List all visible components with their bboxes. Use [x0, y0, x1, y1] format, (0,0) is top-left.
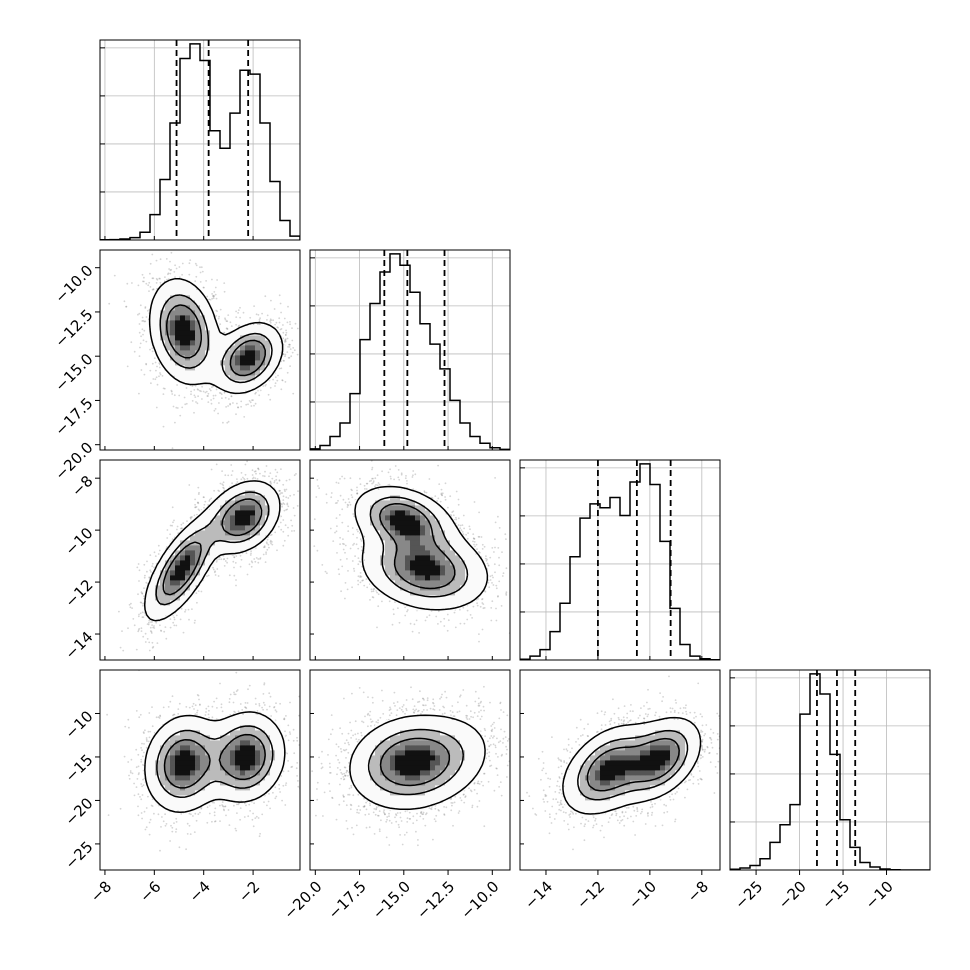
x-tick-label-1-2: −15.0: [369, 878, 414, 923]
panel-frame: [729, 669, 931, 871]
panel-frame: [99, 249, 301, 451]
joint-panel-0-1: [99, 249, 301, 451]
contour-level-2: [586, 737, 680, 792]
contour-level-1: [367, 728, 465, 796]
contour-level-2: [163, 733, 266, 789]
x-tick-label-3-0: −25: [731, 878, 766, 913]
panel-frame: [99, 459, 301, 661]
contour-level-0: [144, 711, 286, 814]
y-tick-label-1-3: −12.5: [51, 306, 96, 351]
contour-level-1: [155, 491, 270, 606]
x-tick-label-0-3: −2: [235, 878, 263, 906]
histogram-3: [730, 673, 930, 870]
density-cells: [145, 480, 281, 621]
y-tick-label-2-2: −10: [61, 524, 96, 559]
x-tick-label-3-2: −15: [818, 878, 853, 913]
contour-level-1: [156, 725, 274, 799]
x-tick-label-3-1: −20: [775, 878, 810, 913]
contour-level-2: [379, 737, 451, 787]
x-tick-label-0-1: −6: [136, 878, 164, 906]
joint-panel-1-3: [309, 669, 511, 871]
contour-level-1: [577, 729, 689, 801]
y-tick-label-2-1: −12: [61, 576, 96, 611]
contour-level-2: [162, 498, 263, 596]
contour-level-2: [378, 503, 456, 590]
y-tick-label-3-3: −10: [61, 707, 96, 742]
panel-frame: [519, 669, 721, 871]
hist-panel-3: [729, 669, 931, 871]
y-tick-label-1-2: −15.0: [51, 350, 96, 395]
histogram-1: [310, 253, 510, 450]
x-tick-label-0-2: −4: [186, 878, 214, 906]
y-tick-label-3-2: −15: [61, 751, 96, 786]
histogram-0: [100, 43, 300, 240]
density-cells: [350, 715, 486, 811]
x-tick-label-3-3: −10: [862, 878, 897, 913]
contour-level-0: [354, 485, 489, 611]
x-tick-label-1-1: −17.5: [325, 878, 370, 923]
x-tick-label-2-0: −14: [521, 878, 556, 913]
panel-frame: [519, 459, 721, 661]
contour-level-0: [143, 480, 281, 622]
y-tick-label-1-1: −17.5: [51, 394, 96, 439]
panel-frame: [309, 249, 511, 451]
x-tick-label-0-0: −8: [87, 878, 115, 906]
y-tick-label-2-3: −8: [68, 472, 96, 500]
hist-panel-0: [99, 39, 301, 241]
x-tick-label-2-2: −10: [625, 878, 660, 913]
x-tick-label-1-0: −20.0: [280, 878, 325, 923]
panel-frame: [309, 669, 511, 871]
panel-frame: [309, 459, 511, 661]
x-tick-label-2-3: −8: [684, 878, 712, 906]
contour-level-1: [159, 294, 273, 384]
joint-panel-2-3: [519, 669, 721, 871]
x-tick-label-2-1: −12: [573, 878, 608, 913]
panel-frame: [99, 39, 301, 241]
contour-level-0: [349, 714, 486, 811]
density-cells: [145, 710, 286, 811]
y-tick-label-3-0: −25: [61, 838, 96, 873]
histogram-2: [520, 463, 720, 660]
contour-level-0: [562, 716, 702, 815]
x-tick-label-1-4: −10.0: [457, 878, 502, 923]
contour-level-0: [148, 277, 284, 395]
y-tick-label-1-0: −20.0: [51, 439, 96, 484]
hist-panel-2: [519, 459, 721, 661]
y-tick-label-1-4: −10.0: [51, 262, 96, 307]
panel-frame: [99, 669, 301, 871]
joint-panel-0-2: [99, 459, 301, 661]
joint-panel-0-3: [99, 669, 301, 871]
density-cells: [565, 720, 701, 816]
y-tick-label-2-0: −14: [61, 628, 96, 663]
y-tick-label-3-1: −20: [61, 794, 96, 829]
joint-panel-1-2: [309, 459, 511, 661]
contour-level-1: [369, 496, 469, 598]
x-tick-label-1-3: −12.5: [413, 878, 458, 923]
contour-level-2: [165, 304, 266, 377]
hist-panel-1: [309, 249, 511, 451]
